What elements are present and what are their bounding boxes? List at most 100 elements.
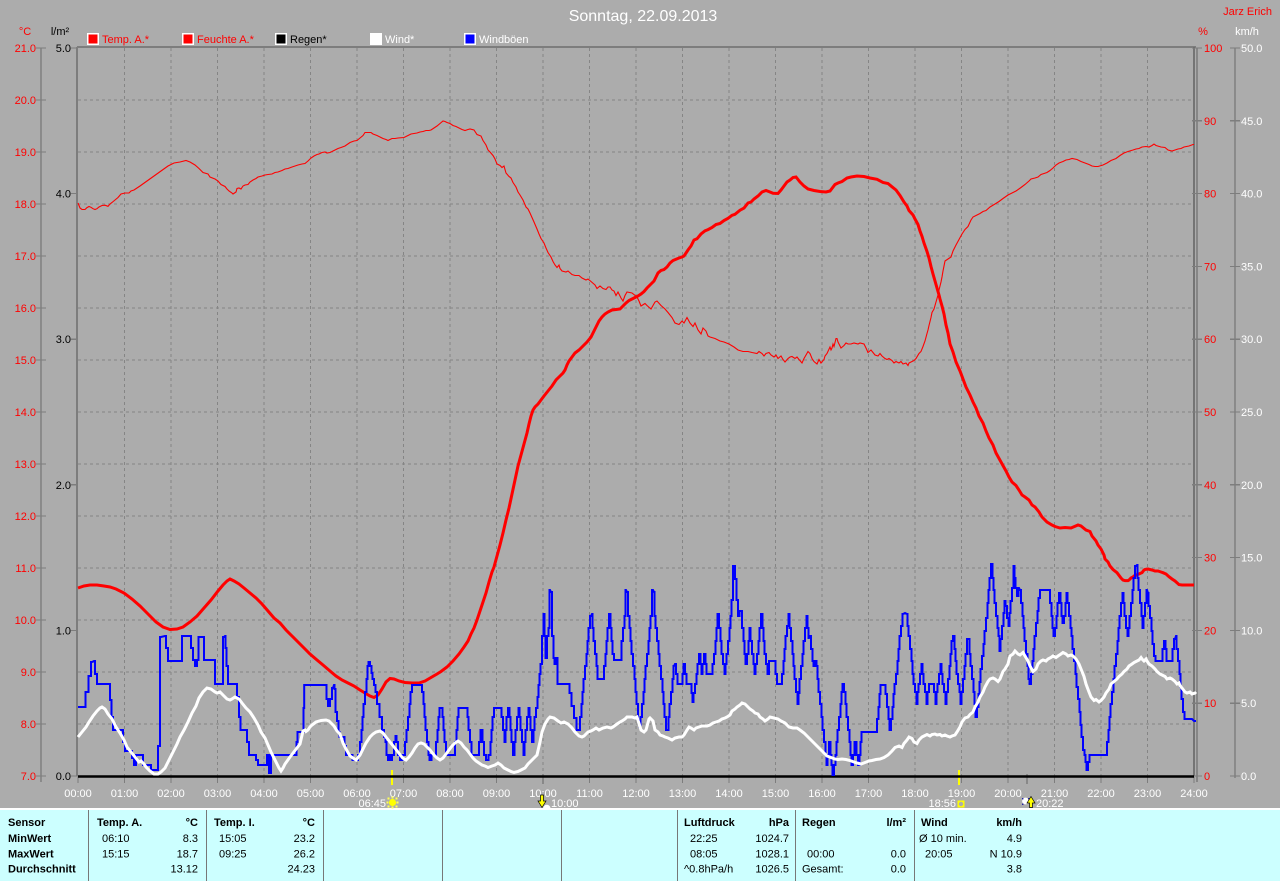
svg-text:l/m²: l/m² bbox=[51, 26, 70, 38]
svg-text:0.0: 0.0 bbox=[56, 771, 71, 783]
svg-text:14.0: 14.0 bbox=[15, 407, 36, 419]
svg-text:13:00: 13:00 bbox=[669, 788, 697, 800]
svg-text:30: 30 bbox=[1204, 553, 1216, 565]
svg-text:3.0: 3.0 bbox=[56, 334, 71, 346]
svg-text:4.9: 4.9 bbox=[1007, 833, 1022, 845]
svg-text:60: 60 bbox=[1204, 334, 1216, 346]
svg-text:50.0: 50.0 bbox=[1241, 43, 1262, 55]
svg-text:00:00: 00:00 bbox=[64, 788, 92, 800]
svg-text:20:22: 20:22 bbox=[1036, 798, 1064, 810]
svg-text:50: 50 bbox=[1204, 407, 1216, 419]
svg-text:17.0: 17.0 bbox=[15, 251, 36, 263]
svg-text:0.0: 0.0 bbox=[891, 849, 906, 861]
svg-text:20.0: 20.0 bbox=[1241, 480, 1262, 492]
svg-text:12.0: 12.0 bbox=[15, 511, 36, 523]
svg-text:Jarz Erich: Jarz Erich bbox=[1223, 6, 1272, 18]
svg-text:hPa: hPa bbox=[769, 817, 790, 829]
svg-text:11.0: 11.0 bbox=[15, 563, 36, 575]
svg-text:Sonntag, 22.09.2013: Sonntag, 22.09.2013 bbox=[569, 8, 718, 25]
svg-text:7.0: 7.0 bbox=[21, 771, 36, 783]
svg-text:15:00: 15:00 bbox=[762, 788, 790, 800]
svg-text:23:00: 23:00 bbox=[1134, 788, 1162, 800]
svg-text:20.0: 20.0 bbox=[15, 95, 36, 107]
svg-text:35.0: 35.0 bbox=[1241, 261, 1262, 273]
svg-text:19:00: 19:00 bbox=[948, 788, 976, 800]
svg-text:10:00: 10:00 bbox=[551, 798, 579, 810]
svg-text:10.0: 10.0 bbox=[1241, 625, 1262, 637]
svg-text:Durchschnitt: Durchschnitt bbox=[8, 864, 76, 876]
svg-text:1024.7: 1024.7 bbox=[755, 833, 789, 845]
svg-text:21:00: 21:00 bbox=[1041, 788, 1069, 800]
svg-text:06:00: 06:00 bbox=[343, 788, 371, 800]
svg-text:09:25: 09:25 bbox=[219, 849, 247, 861]
svg-text:13.0: 13.0 bbox=[15, 459, 36, 471]
svg-text:90: 90 bbox=[1204, 116, 1216, 128]
svg-text:°C: °C bbox=[303, 817, 315, 829]
svg-text:Sensor: Sensor bbox=[8, 817, 46, 829]
svg-text:20:00: 20:00 bbox=[994, 788, 1022, 800]
svg-text:18.0: 18.0 bbox=[15, 199, 36, 211]
svg-text:02:00: 02:00 bbox=[157, 788, 185, 800]
svg-text:2.0: 2.0 bbox=[56, 480, 71, 492]
svg-text:Temp. A.: Temp. A. bbox=[97, 817, 142, 829]
svg-text:23.2: 23.2 bbox=[294, 833, 315, 845]
svg-text:09:00: 09:00 bbox=[483, 788, 511, 800]
svg-text:MinWert: MinWert bbox=[8, 833, 52, 845]
svg-text:4.0: 4.0 bbox=[56, 189, 71, 201]
svg-text:9.0: 9.0 bbox=[21, 667, 36, 679]
svg-text:20: 20 bbox=[1204, 625, 1216, 637]
svg-text:°C: °C bbox=[19, 26, 31, 38]
svg-text:03:00: 03:00 bbox=[204, 788, 232, 800]
svg-text:18:56: 18:56 bbox=[928, 798, 956, 810]
svg-text:30.0: 30.0 bbox=[1241, 334, 1262, 346]
svg-text:%: % bbox=[1198, 26, 1208, 38]
svg-text:21.0: 21.0 bbox=[15, 43, 36, 55]
svg-text:13.12: 13.12 bbox=[170, 864, 198, 876]
svg-text:24.23: 24.23 bbox=[287, 864, 315, 876]
svg-text:0: 0 bbox=[1204, 771, 1210, 783]
svg-text:l/m²: l/m² bbox=[886, 817, 906, 829]
svg-text:km/h: km/h bbox=[1235, 26, 1259, 38]
svg-text:18:00: 18:00 bbox=[901, 788, 929, 800]
svg-text:km/h: km/h bbox=[996, 817, 1022, 829]
svg-text:11:00: 11:00 bbox=[576, 788, 603, 800]
svg-text:00:00: 00:00 bbox=[807, 849, 835, 861]
svg-text:Temp. A.*: Temp. A.* bbox=[102, 34, 150, 46]
svg-text:Wind: Wind bbox=[921, 817, 948, 829]
svg-text:40.0: 40.0 bbox=[1241, 189, 1262, 201]
svg-text:5.0: 5.0 bbox=[56, 43, 71, 55]
svg-text:5.0: 5.0 bbox=[1241, 698, 1256, 710]
svg-text:10.0: 10.0 bbox=[15, 615, 36, 627]
svg-text:1028.1: 1028.1 bbox=[755, 849, 789, 861]
svg-text:70: 70 bbox=[1204, 261, 1216, 273]
svg-text:Wind*: Wind* bbox=[385, 34, 415, 46]
svg-text:19.0: 19.0 bbox=[15, 147, 36, 159]
svg-text:N 10.9: N 10.9 bbox=[990, 849, 1022, 861]
svg-text:1026.5: 1026.5 bbox=[755, 864, 789, 876]
svg-text:Regen: Regen bbox=[802, 817, 836, 829]
svg-text:Luftdruck: Luftdruck bbox=[684, 817, 736, 829]
svg-text:16.0: 16.0 bbox=[15, 303, 36, 315]
svg-text:07:00: 07:00 bbox=[390, 788, 418, 800]
svg-text:MaxWert: MaxWert bbox=[8, 849, 54, 861]
svg-text:Feuchte A.*: Feuchte A.* bbox=[197, 34, 255, 46]
svg-text:10: 10 bbox=[1204, 698, 1216, 710]
svg-text:45.0: 45.0 bbox=[1241, 116, 1262, 128]
svg-text:18.7: 18.7 bbox=[177, 849, 198, 861]
svg-text:^0.8hPa/h: ^0.8hPa/h bbox=[684, 864, 733, 876]
svg-text:25.0: 25.0 bbox=[1241, 407, 1262, 419]
svg-text:20:05: 20:05 bbox=[925, 849, 953, 861]
svg-text:15.0: 15.0 bbox=[1241, 553, 1262, 565]
svg-text:40: 40 bbox=[1204, 480, 1216, 492]
svg-text:8.3: 8.3 bbox=[183, 833, 198, 845]
svg-text:06:45: 06:45 bbox=[358, 798, 386, 810]
svg-text:Ø 10 min.: Ø 10 min. bbox=[919, 833, 967, 845]
svg-text:°C: °C bbox=[186, 817, 198, 829]
svg-text:17:00: 17:00 bbox=[855, 788, 883, 800]
svg-text:100: 100 bbox=[1204, 43, 1222, 55]
svg-text:Regen*: Regen* bbox=[290, 34, 327, 46]
svg-text:22:25: 22:25 bbox=[690, 833, 718, 845]
svg-text:12:00: 12:00 bbox=[622, 788, 650, 800]
svg-text:1.0: 1.0 bbox=[56, 625, 71, 637]
svg-text:Gesamt:: Gesamt: bbox=[802, 864, 844, 876]
